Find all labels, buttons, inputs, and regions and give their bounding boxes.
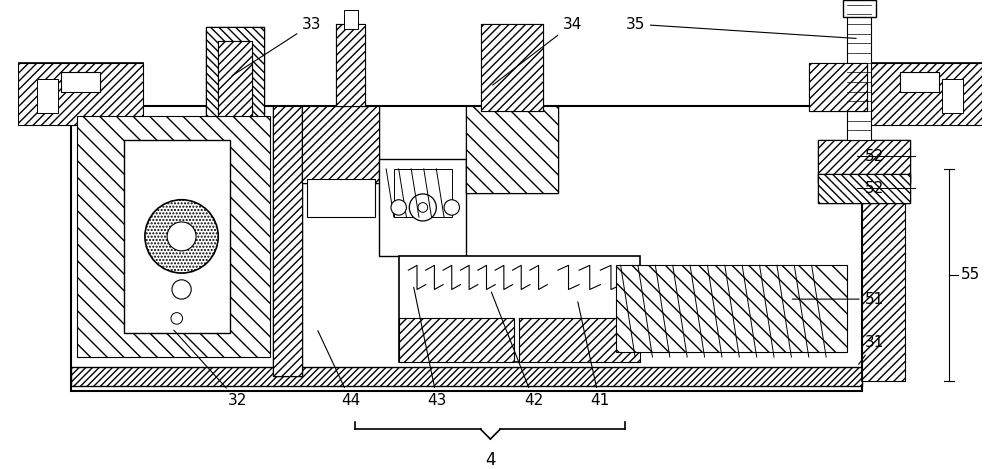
Bar	[206, 27, 264, 143]
Polygon shape	[611, 260, 862, 362]
Text: 35: 35	[625, 16, 856, 38]
Bar	[481, 24, 543, 111]
Text: 42: 42	[491, 292, 543, 408]
Text: 55: 55	[961, 267, 980, 282]
Bar	[344, 10, 358, 29]
Circle shape	[391, 200, 406, 215]
Text: 34: 34	[493, 16, 582, 85]
Bar	[379, 159, 466, 256]
Bar	[71, 367, 862, 386]
Bar	[399, 256, 640, 362]
Text: 32: 32	[174, 330, 247, 408]
Bar	[857, 63, 982, 125]
Text: 51: 51	[792, 292, 884, 307]
Text: 4: 4	[485, 451, 496, 469]
Bar	[307, 179, 375, 217]
Bar	[18, 63, 143, 125]
Bar	[818, 140, 910, 183]
Bar	[862, 169, 905, 381]
Circle shape	[172, 280, 191, 299]
Bar	[466, 106, 558, 193]
Circle shape	[418, 203, 428, 212]
Bar	[71, 106, 862, 391]
Text: 43: 43	[414, 287, 447, 408]
Circle shape	[167, 222, 196, 251]
Bar	[862, 169, 905, 381]
Circle shape	[171, 313, 183, 324]
Bar	[942, 79, 963, 113]
Bar	[466, 106, 558, 193]
Bar	[857, 63, 982, 125]
Bar	[336, 24, 365, 106]
Text: 31: 31	[859, 335, 884, 364]
Bar	[843, 0, 876, 17]
Bar	[124, 140, 230, 333]
Bar	[37, 79, 58, 113]
Circle shape	[409, 194, 436, 221]
Circle shape	[444, 200, 459, 215]
Bar	[77, 116, 270, 357]
Bar	[519, 318, 640, 362]
Bar	[273, 106, 302, 376]
Bar	[61, 72, 100, 91]
Bar	[218, 40, 252, 132]
Bar	[809, 63, 867, 111]
Bar	[399, 318, 514, 362]
Bar	[302, 106, 379, 183]
Circle shape	[145, 200, 218, 273]
Bar	[302, 106, 379, 183]
Bar	[206, 27, 264, 143]
Bar	[847, 0, 871, 140]
Bar	[394, 169, 452, 217]
Text: 33: 33	[232, 16, 322, 76]
Bar	[809, 63, 867, 111]
Text: 52: 52	[865, 149, 884, 164]
Bar	[818, 174, 910, 203]
Bar	[273, 106, 302, 376]
Text: 44: 44	[318, 331, 360, 408]
Bar	[900, 72, 939, 91]
Bar	[218, 40, 252, 132]
Text: 41: 41	[578, 302, 609, 408]
Bar	[616, 265, 847, 352]
Bar	[818, 140, 910, 183]
Text: 52: 52	[865, 181, 884, 196]
Bar	[818, 174, 910, 203]
Bar	[18, 63, 143, 125]
Bar	[336, 24, 365, 106]
Bar	[481, 24, 543, 111]
